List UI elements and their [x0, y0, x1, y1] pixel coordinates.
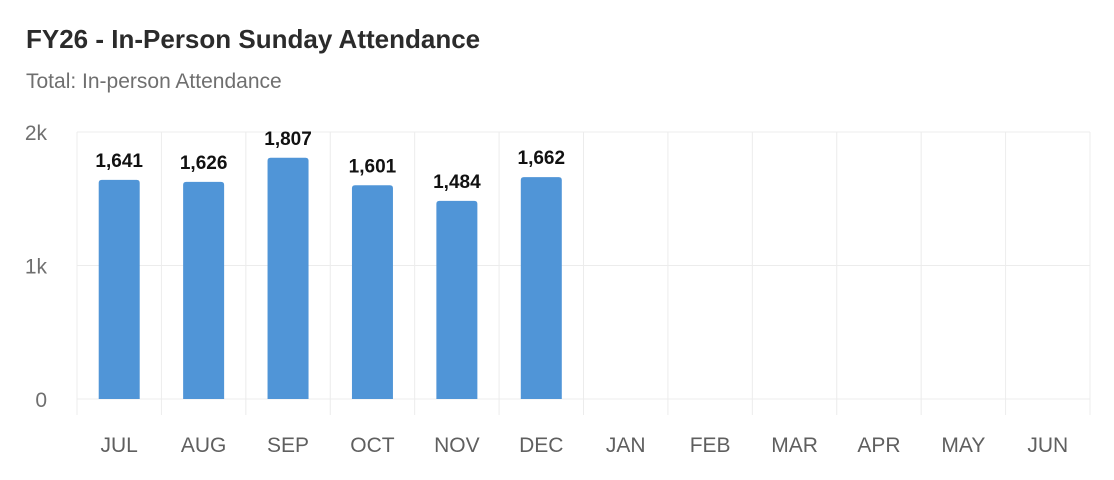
bar-jul	[98, 179, 140, 399]
data-label-sep: 1,807	[264, 129, 312, 150]
x-tick-label-feb: FEB	[690, 434, 731, 457]
data-label-jul: 1,641	[95, 151, 143, 172]
x-tick-label-oct: OCT	[350, 434, 395, 457]
x-tick-label-jul: JUL	[101, 434, 138, 457]
bar-nov	[436, 200, 478, 399]
x-tick-label-sep: SEP	[267, 434, 309, 457]
x-tick-label-may: MAY	[941, 434, 985, 457]
y-tick-label-1: 1k	[25, 256, 48, 279]
x-tick-label-dec: DEC	[519, 434, 563, 457]
x-tick-label-jan: JAN	[606, 434, 646, 457]
bar-aug	[183, 181, 225, 399]
x-tick-label-aug: AUG	[181, 434, 227, 457]
y-tick-label-2: 2k	[25, 122, 48, 145]
x-tick-label-jun: JUN	[1027, 434, 1068, 457]
data-label-aug: 1,626	[180, 153, 228, 174]
data-label-nov: 1,484	[433, 172, 481, 193]
bars	[98, 157, 562, 399]
chart-subtitle: Total: In-person Attendance	[26, 70, 282, 93]
y-axis-ticks: 0 1k 2k	[25, 122, 48, 412]
data-labels: 1,641 1,626 1,807 1,601 1,484 1,662	[95, 129, 565, 193]
chart-title: FY26 - In-Person Sunday Attendance	[26, 24, 481, 54]
x-tick-label-nov: NOV	[434, 434, 480, 457]
x-axis-ticks: JUL AUG SEP OCT NOV DEC JAN FEB MAR APR MAY JUN	[101, 434, 1069, 457]
grid-lines	[76, 131, 1091, 415]
data-label-oct: 1,601	[349, 156, 397, 177]
bar-dec	[520, 177, 562, 399]
x-tick-label-mar: MAR	[771, 434, 818, 457]
bar-oct	[351, 185, 393, 399]
bar-sep	[267, 157, 309, 399]
y-tick-label-0: 0	[35, 389, 47, 412]
data-label-dec: 1,662	[518, 148, 566, 169]
x-tick-label-apr: APR	[857, 434, 900, 457]
